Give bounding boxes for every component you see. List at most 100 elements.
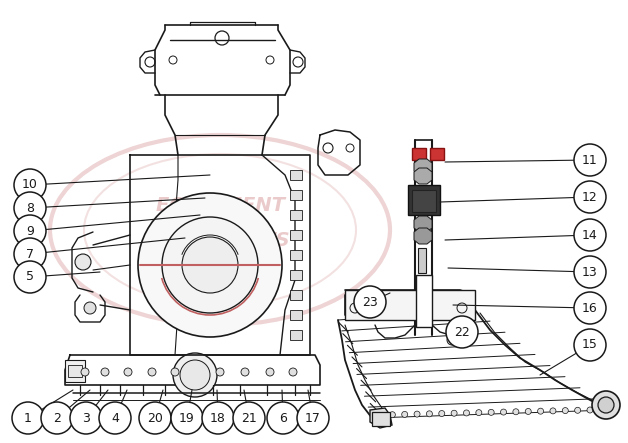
Bar xyxy=(290,190,302,200)
Text: 1: 1 xyxy=(24,412,32,424)
Bar xyxy=(345,290,475,320)
Bar xyxy=(290,170,302,180)
Text: 20: 20 xyxy=(147,412,163,424)
Circle shape xyxy=(182,237,238,293)
Circle shape xyxy=(138,193,282,337)
Circle shape xyxy=(574,219,606,251)
Text: 16: 16 xyxy=(582,302,598,315)
Circle shape xyxy=(14,169,46,201)
Bar xyxy=(418,248,426,273)
Circle shape xyxy=(389,412,396,418)
Bar xyxy=(290,310,302,320)
Text: 11: 11 xyxy=(582,154,598,167)
Text: 4: 4 xyxy=(111,412,119,424)
Bar xyxy=(290,250,302,260)
Text: 7: 7 xyxy=(26,248,34,260)
Bar xyxy=(290,330,302,340)
Text: EQUI  MENT: EQUI MENT xyxy=(156,195,284,214)
Text: 19: 19 xyxy=(179,412,195,424)
Circle shape xyxy=(139,402,171,434)
Circle shape xyxy=(574,329,606,361)
Circle shape xyxy=(162,217,258,313)
Polygon shape xyxy=(414,216,432,232)
Polygon shape xyxy=(414,159,432,175)
Text: INC.: INC. xyxy=(207,260,233,270)
Bar xyxy=(290,230,302,240)
Polygon shape xyxy=(414,228,432,244)
Circle shape xyxy=(297,402,329,434)
Circle shape xyxy=(216,368,224,376)
Circle shape xyxy=(562,408,568,414)
Circle shape xyxy=(550,408,556,414)
Text: 9: 9 xyxy=(26,225,34,237)
Circle shape xyxy=(354,286,386,318)
Text: 21: 21 xyxy=(241,412,257,424)
Circle shape xyxy=(587,407,593,413)
Text: 8: 8 xyxy=(26,202,34,214)
Circle shape xyxy=(525,408,531,415)
Bar xyxy=(412,190,436,212)
Circle shape xyxy=(241,368,249,376)
Circle shape xyxy=(84,302,96,314)
Circle shape xyxy=(574,181,606,213)
Circle shape xyxy=(99,402,131,434)
Circle shape xyxy=(202,402,234,434)
Circle shape xyxy=(592,391,620,419)
Circle shape xyxy=(233,402,265,434)
Circle shape xyxy=(476,410,482,416)
Circle shape xyxy=(173,353,217,397)
Circle shape xyxy=(402,412,408,417)
Circle shape xyxy=(575,407,581,413)
Bar xyxy=(430,148,444,160)
Circle shape xyxy=(81,368,89,376)
Circle shape xyxy=(14,238,46,270)
Circle shape xyxy=(451,410,457,416)
Circle shape xyxy=(70,402,102,434)
Text: 18: 18 xyxy=(210,412,226,424)
Circle shape xyxy=(439,411,445,416)
Text: 2: 2 xyxy=(53,412,61,424)
Circle shape xyxy=(171,402,203,434)
Circle shape xyxy=(12,402,44,434)
Circle shape xyxy=(41,402,73,434)
Bar xyxy=(65,360,85,382)
Circle shape xyxy=(574,144,606,176)
Circle shape xyxy=(598,397,614,413)
Text: 13: 13 xyxy=(582,265,598,279)
Text: 15: 15 xyxy=(582,338,598,351)
Text: 5: 5 xyxy=(26,271,34,284)
Circle shape xyxy=(14,261,46,293)
Text: 10: 10 xyxy=(22,179,38,191)
Circle shape xyxy=(171,368,179,376)
Bar xyxy=(290,210,302,220)
Text: 17: 17 xyxy=(305,412,321,424)
Circle shape xyxy=(180,360,210,390)
Text: 23: 23 xyxy=(362,295,378,308)
Text: 14: 14 xyxy=(582,229,598,241)
Circle shape xyxy=(538,408,544,414)
Circle shape xyxy=(289,368,297,376)
Circle shape xyxy=(101,368,109,376)
Circle shape xyxy=(377,412,383,418)
Bar xyxy=(372,412,390,426)
Bar xyxy=(290,290,302,300)
Bar xyxy=(416,275,432,327)
Circle shape xyxy=(14,215,46,247)
Circle shape xyxy=(574,256,606,288)
Circle shape xyxy=(148,368,156,376)
Circle shape xyxy=(414,411,420,417)
Circle shape xyxy=(426,411,433,417)
Circle shape xyxy=(501,409,507,415)
Polygon shape xyxy=(370,408,392,428)
Circle shape xyxy=(462,319,474,331)
Circle shape xyxy=(124,368,132,376)
Circle shape xyxy=(488,409,494,416)
Circle shape xyxy=(463,410,470,416)
Bar xyxy=(290,270,302,280)
Text: 6: 6 xyxy=(279,412,287,424)
Circle shape xyxy=(574,292,606,324)
Text: 22: 22 xyxy=(454,326,470,338)
Text: 3: 3 xyxy=(82,412,90,424)
Polygon shape xyxy=(414,168,432,184)
Circle shape xyxy=(446,316,478,348)
